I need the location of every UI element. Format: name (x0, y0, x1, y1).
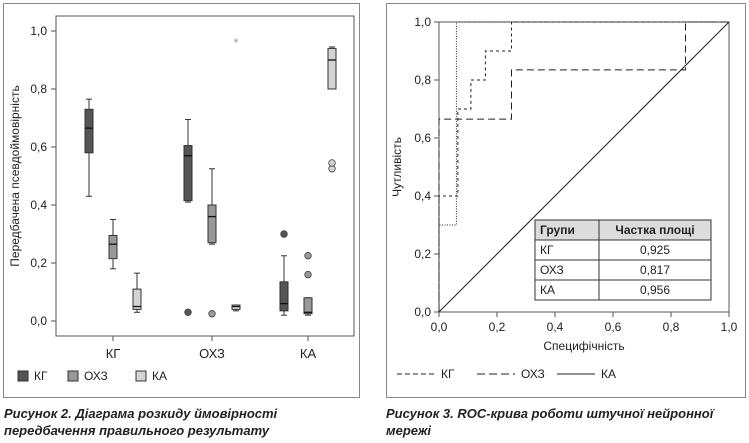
caption-line: передбачення правильного результату (4, 423, 270, 438)
roc-line-КА (438, 21, 729, 312)
table-cell-text: 0,817 (640, 263, 670, 277)
table-header-text: Частка площі (615, 223, 694, 237)
y-tick-label: 0,6 (30, 140, 47, 154)
y-tick-label: 0,6 (414, 131, 431, 145)
box-ОХЗ (108, 234, 118, 260)
y-tick-label: 0,2 (30, 256, 47, 270)
legend-swatch (135, 370, 147, 382)
figure-3-caption: Рисунок 3. ROC-крива роботи штучної нейр… (386, 405, 748, 439)
legend-swatch (67, 370, 79, 382)
roc-chart: 0,0 0,2 0,4 0,6 0,8 1,0 0,0 0,2 0,4 0,6 0,8 1,0 Спец… (390, 15, 738, 381)
box-КА (327, 47, 337, 90)
caption-line: Рисунок 2. Діаграма розкиду ймовірності (4, 406, 278, 421)
y-tick-label: 1,0 (30, 24, 47, 38)
x-tick-label: 0,2 (489, 320, 506, 334)
box-ОХЗ (303, 297, 313, 315)
x-tick-label: 1,0 (721, 320, 738, 334)
outlier-point (280, 230, 288, 238)
outlier-point (304, 252, 312, 260)
plot-frame (55, 15, 355, 337)
y-tick-label: 0,4 (414, 189, 431, 203)
y-tick-label: 0,8 (30, 82, 47, 96)
x-tick-label: КГ (106, 346, 121, 361)
x-tick-label: 0,4 (547, 320, 564, 334)
table-cell (598, 279, 712, 301)
legend-label: ОХЗ (84, 369, 108, 383)
legend-label: КА (601, 367, 616, 381)
table-cell-text: 0,956 (640, 283, 670, 297)
y-tick-label: 0,2 (414, 247, 431, 261)
y-axis-label: Передбачена псевдоймовірність (8, 85, 22, 266)
table-cell-text: КГ (540, 243, 554, 257)
box-КГ (183, 145, 193, 202)
x-tick-label: ОХЗ (199, 346, 225, 361)
boxplot-panel: 0,0 0,2 0,4 0,6 0,8 1,0 Передбачена псевдоймов… (3, 3, 360, 398)
box-КГ (84, 108, 94, 154)
box-КГ (279, 281, 289, 312)
outlier-point (328, 159, 336, 167)
legend-label: ОХЗ (521, 367, 545, 381)
y-tick-label: 0,0 (30, 314, 47, 328)
roc-line-КГ (438, 21, 729, 312)
outlier-point (208, 310, 216, 318)
box-КА (132, 288, 142, 310)
caption-line: Рисунок 3. ROC-крива роботи штучної нейр… (386, 406, 714, 421)
outlier-point (304, 270, 312, 279)
table-cell-text: КА (540, 283, 555, 297)
legend-swatch (17, 370, 29, 382)
y-tick-label: 1,0 (414, 15, 431, 29)
table-cell-text: ОХЗ (540, 263, 564, 277)
x-tick-label: 0,6 (605, 320, 622, 334)
x-tick-label: 0,0 (431, 320, 448, 334)
legend-label: КГ (441, 367, 455, 381)
roc-line-ОХЗ (438, 21, 729, 312)
roc-panel: 0,0 0,2 0,4 0,6 0,8 1,0 0,0 0,2 0,4 0,6 0,8 1,0 Спец… (386, 3, 746, 398)
x-axis-label: Специфічність (543, 339, 624, 353)
outlier-point (184, 308, 192, 316)
boxplot-chart: 0,0 0,2 0,4 0,6 0,8 1,0 Передбачена псевдоймов… (8, 15, 355, 383)
box-КА (231, 304, 241, 310)
x-tick-label: КА (300, 346, 317, 361)
legend-label: КА (152, 369, 167, 383)
x-tick-label: 0,8 (663, 320, 680, 334)
caption-line: мережі (386, 423, 432, 438)
y-tick-label: 0,8 (414, 73, 431, 87)
box-ОХЗ (207, 204, 217, 244)
figure-2-caption: Рисунок 2. Діаграма розкиду ймовірності … (4, 405, 364, 439)
y-tick-label: 0,4 (30, 198, 47, 212)
table-cell-text: 0,925 (640, 243, 670, 257)
diagonal-reference-line (438, 21, 730, 313)
table-header-text: Групи (540, 223, 575, 237)
legend-label: КГ (34, 369, 48, 383)
y-axis-label: Чутливість (390, 137, 404, 197)
y-tick-label: 0,0 (414, 305, 431, 319)
extreme-marker: * (233, 35, 239, 51)
